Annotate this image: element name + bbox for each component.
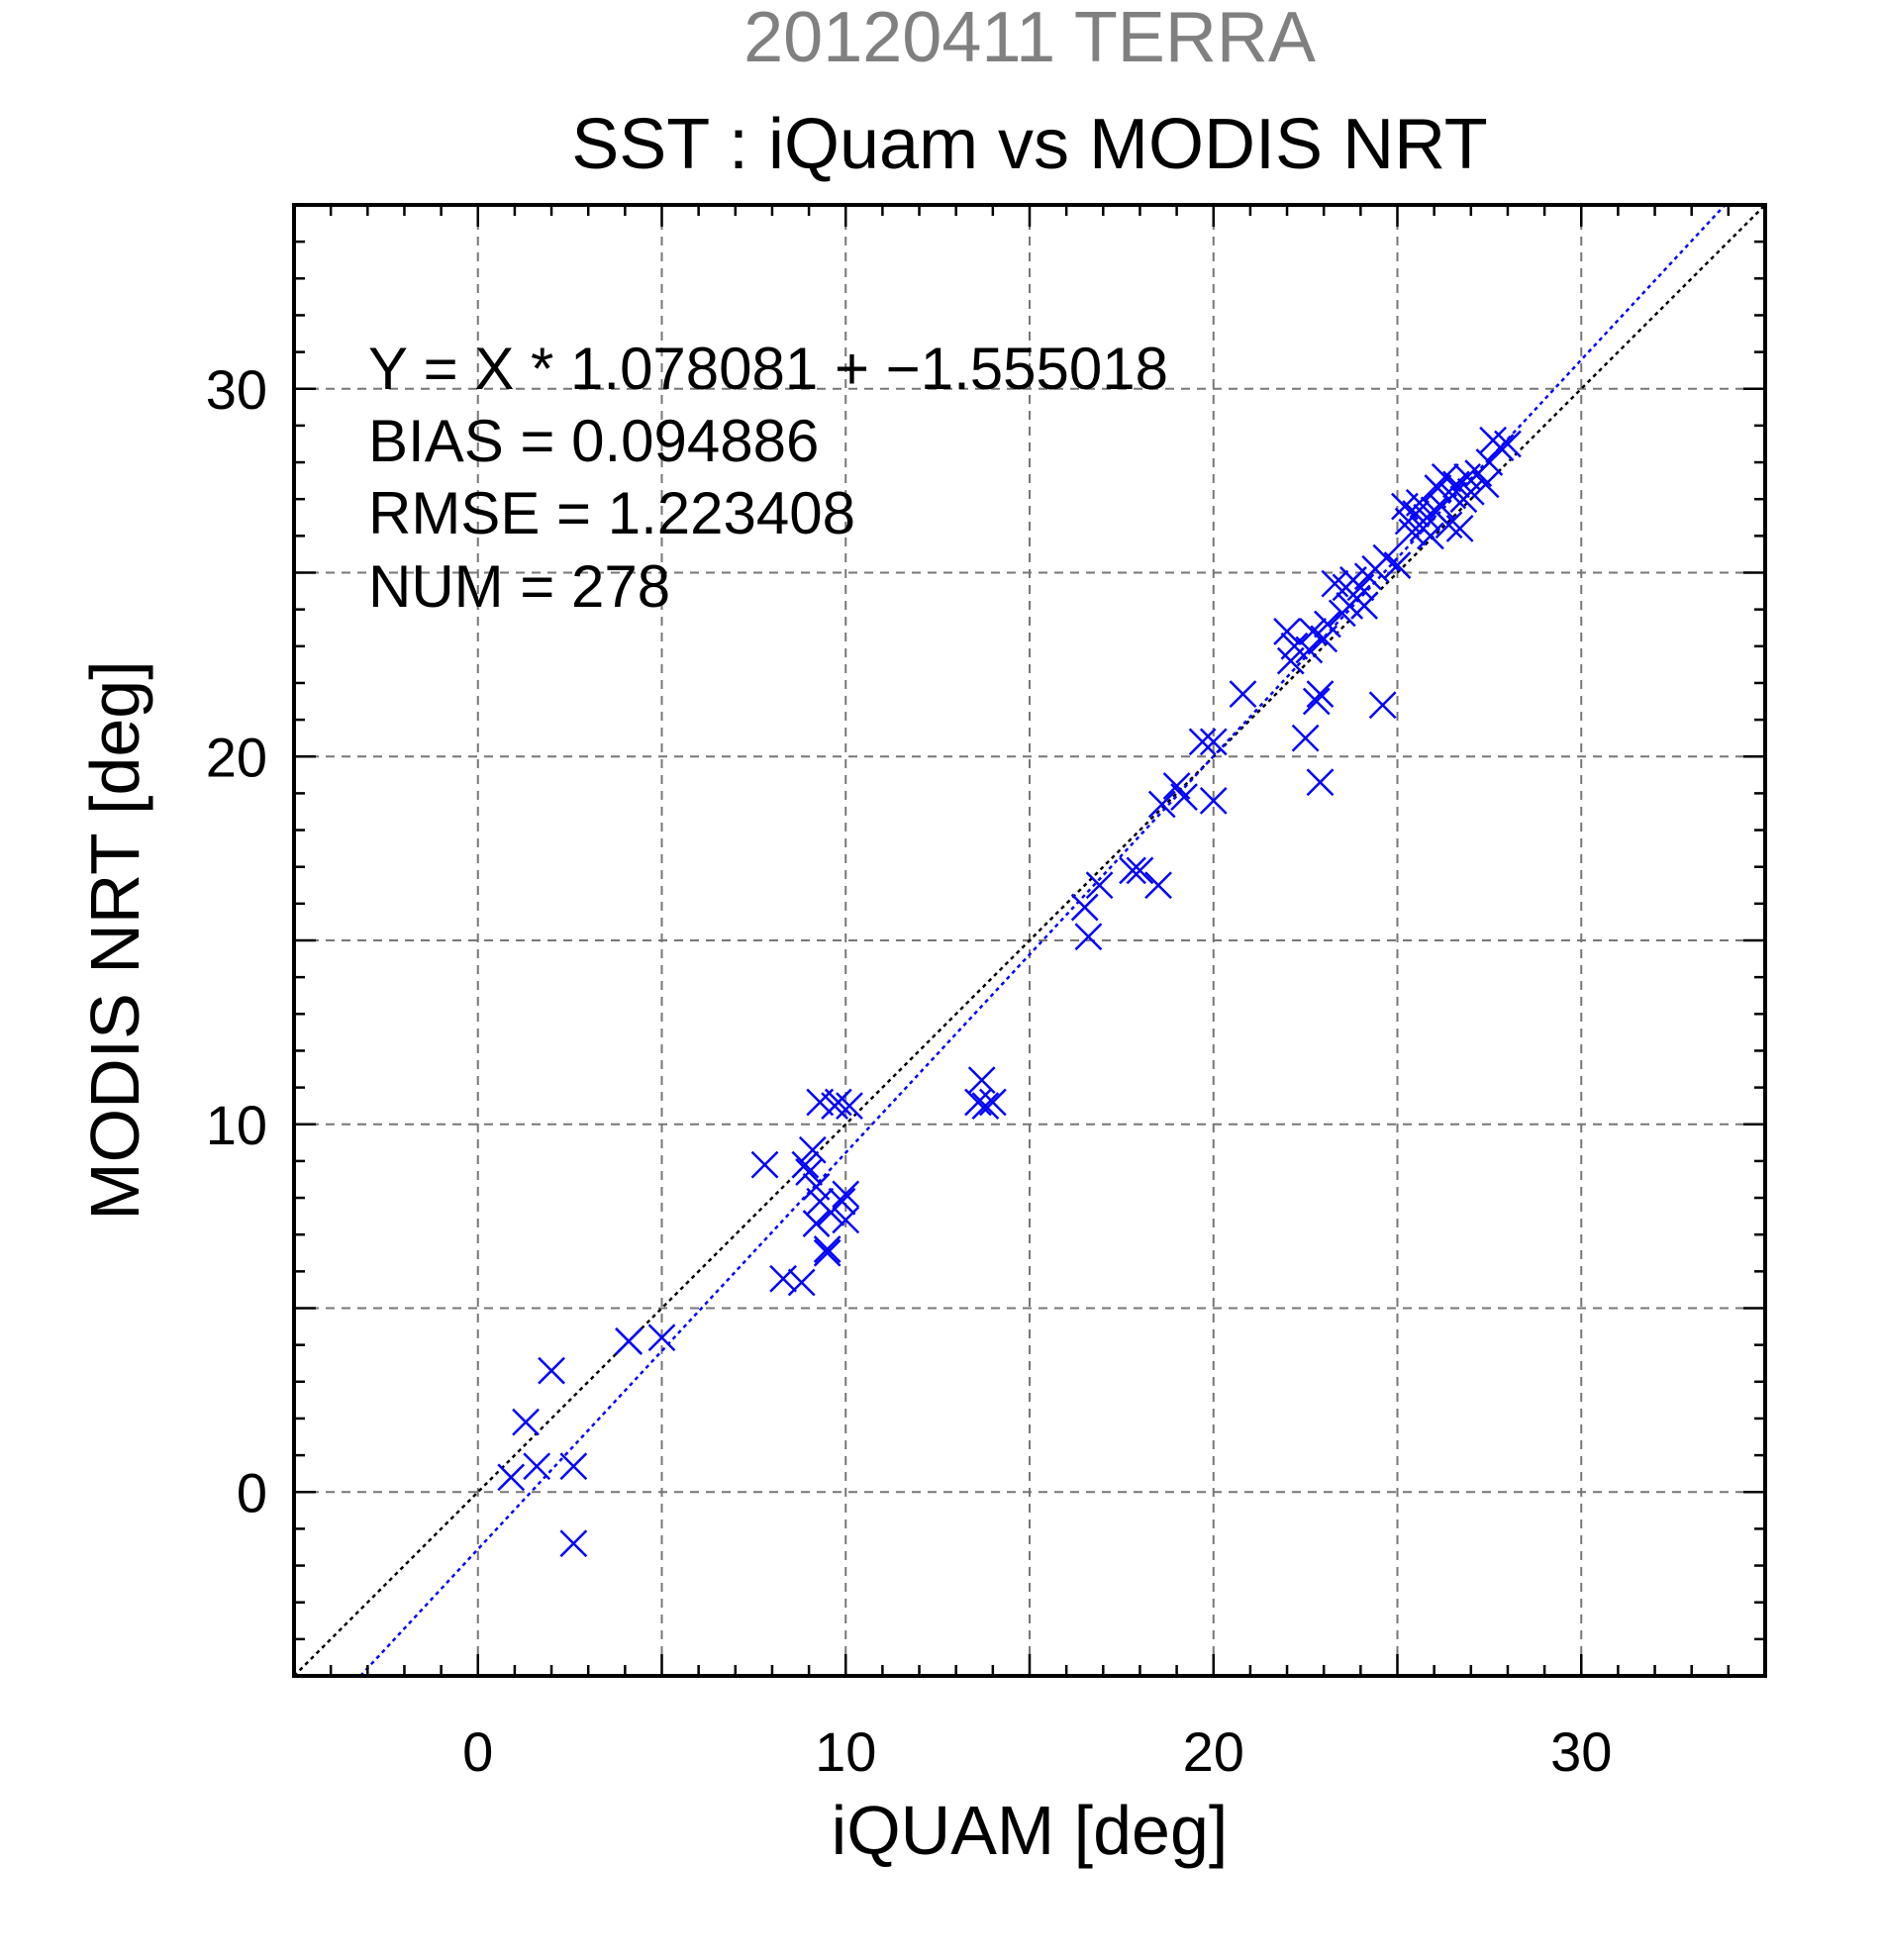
data-point: [1119, 856, 1146, 885]
data-point: [750, 1150, 779, 1179]
data-point: [1486, 434, 1515, 462]
stats-block: Y = X * 1.078081 + −1.555018 BIAS = 0.09…: [368, 336, 1168, 620]
chart-subtitle: 20120411 TERRA: [743, 0, 1316, 77]
data-point: [836, 1092, 863, 1121]
data-point: [559, 1452, 588, 1481]
data-point: [1070, 893, 1099, 922]
data-point: [1314, 610, 1341, 638]
data-point: [1085, 871, 1114, 900]
stats-num: NUM = 278: [368, 553, 670, 620]
data-point: [1456, 477, 1485, 506]
data-point: [787, 1268, 816, 1297]
y-tick-label: 0: [237, 1461, 267, 1523]
data-point: [1417, 522, 1444, 550]
data-point: [1295, 636, 1324, 664]
chart-title: SST : iQuam vs MODIS NRT: [571, 105, 1488, 184]
data-point: [1188, 728, 1217, 756]
y-tick-label: 30: [206, 358, 267, 421]
data-point: [1383, 551, 1412, 579]
data-point: [1144, 871, 1172, 900]
data-points: [497, 426, 1522, 1558]
x-tick-label: 10: [815, 1720, 876, 1783]
tick-labels: 0 10 20 30 0 10 20 30: [206, 358, 1613, 1783]
x-tick-label: 20: [1183, 1720, 1244, 1783]
y-axis-label: MODIS NRT [deg]: [76, 660, 153, 1220]
data-point: [1302, 687, 1331, 716]
data-point: [1405, 489, 1434, 517]
data-point: [1199, 786, 1228, 815]
data-point: [1445, 515, 1474, 542]
data-point: [1350, 592, 1378, 620]
stats-regression: Y = X * 1.078081 + −1.555018: [368, 336, 1168, 402]
data-point: [978, 1088, 1007, 1117]
plot-frame: [292, 203, 1767, 1678]
data-point: [523, 1452, 551, 1481]
data-point: [1402, 500, 1430, 528]
data-point: [1126, 856, 1154, 885]
stats-rmse: RMSE = 1.223408: [368, 480, 855, 546]
data-point: [1229, 680, 1257, 708]
data-point: [1147, 790, 1176, 819]
data-point: [795, 1158, 823, 1186]
data-point: [1170, 783, 1198, 811]
data-point: [967, 1066, 996, 1095]
x-tick-label: 30: [1550, 1720, 1612, 1783]
data-point: [1438, 481, 1467, 510]
data-point: [964, 1088, 992, 1117]
x-axis-label: iQUAM [deg]: [832, 1792, 1229, 1869]
data-point: [1306, 680, 1335, 708]
data-point: [824, 1088, 852, 1117]
data-point: [512, 1408, 540, 1436]
x-tick-label: 0: [462, 1720, 493, 1783]
data-point: [832, 1180, 860, 1209]
data-point: [615, 1327, 643, 1355]
data-point: [1291, 724, 1320, 752]
data-point: [1321, 569, 1349, 598]
data-point: [538, 1356, 565, 1385]
data-point: [559, 1529, 588, 1558]
data-point: [813, 1238, 842, 1267]
data-point: [1074, 923, 1103, 951]
data-point: [813, 1235, 842, 1263]
data-point: [1199, 728, 1228, 756]
data-point: [769, 1264, 797, 1293]
data-point: [791, 1150, 820, 1179]
data-point: [1306, 768, 1335, 797]
y-tick-label: 20: [206, 726, 267, 788]
stats-bias: BIAS = 0.094886: [368, 408, 819, 474]
data-point: [832, 1206, 860, 1234]
data-point: [1273, 618, 1301, 645]
data-point: [802, 1210, 831, 1237]
data-point: [828, 1187, 856, 1216]
data-point: [971, 1092, 1000, 1121]
data-point: [497, 1463, 526, 1492]
grid-lines: [294, 205, 1765, 1676]
data-point: [1368, 691, 1397, 720]
y-tick-label: 10: [206, 1094, 267, 1156]
data-point: [798, 1135, 827, 1164]
data-point: [1435, 511, 1463, 539]
identity-line: [293, 204, 1766, 1677]
data-point: [1494, 430, 1522, 458]
data-point: [647, 1323, 676, 1352]
data-point: [1471, 470, 1500, 499]
